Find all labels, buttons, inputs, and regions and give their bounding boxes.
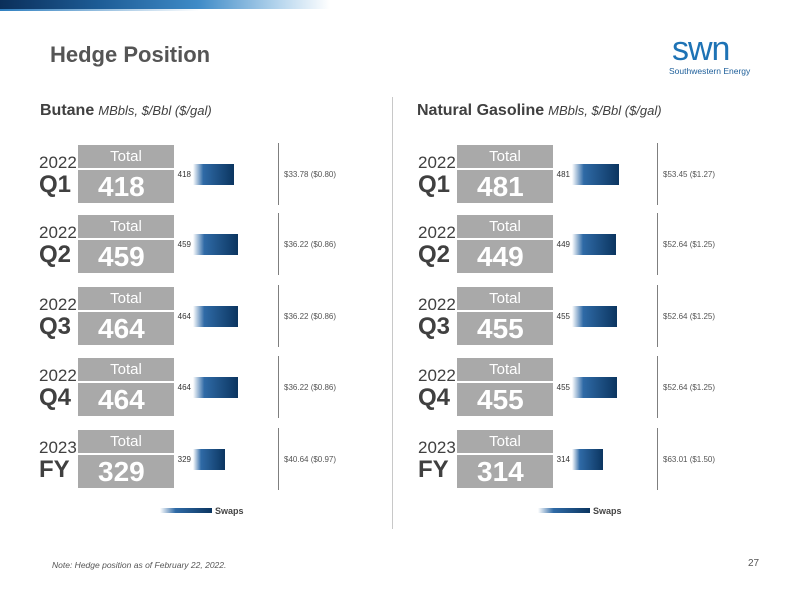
natgas-total-value: 455: [457, 383, 553, 416]
company-logo: swn Southwestern Energy: [668, 30, 768, 80]
butane-swap-value: 329: [177, 455, 191, 464]
butane-swap-value: 459: [177, 240, 191, 249]
natgas-total-label: Total: [457, 358, 553, 381]
butane-swap-bar: [193, 306, 238, 327]
butane-row-period: Q3: [39, 313, 72, 340]
natgas-price-divider: [657, 213, 658, 275]
natgas-swap-price: $52.64 ($1.25): [663, 383, 716, 392]
butane-total-value: 464: [78, 383, 174, 416]
natgas-total-value: 314: [457, 455, 553, 488]
natgas-row-period: Q4: [418, 384, 451, 411]
natgas-swap-value: 481: [556, 170, 570, 179]
butane-total-label: Total: [78, 215, 174, 238]
natgas-swap-price: $52.64 ($1.25): [663, 312, 716, 321]
natgas-swap-bar: [572, 306, 617, 327]
natgas-row-period: Q2: [418, 241, 451, 268]
natgas-row-year: 2022: [418, 223, 456, 242]
butane-swap-price: $33.78 ($0.80): [284, 170, 337, 179]
natgas-price-divider: [657, 143, 658, 205]
natgas-total-value: 481: [457, 170, 553, 203]
natgas-total-label: Total: [457, 287, 553, 310]
natgas-swap-price: $52.64 ($1.25): [663, 240, 716, 249]
page-number: 27: [748, 558, 760, 569]
natgas-swap-bar: [572, 449, 603, 470]
butane-total-label: Total: [78, 430, 174, 453]
natgas-swap-bar: [572, 164, 619, 185]
natgas-row-period: Q3: [418, 313, 451, 340]
butane-total-value: 464: [78, 312, 174, 345]
butane-swap-price: $36.22 ($0.86): [284, 312, 337, 321]
butane-swap-value: 464: [177, 312, 191, 321]
page-title: Hedge Position: [50, 42, 211, 67]
butane-total-value: 329: [78, 455, 174, 488]
natgas-section-title: Natural Gasoline MBbls, $/Bbl ($/gal): [417, 102, 662, 120]
natgas-row-year: 2023: [418, 438, 456, 457]
natgas-swap-value: 455: [556, 312, 570, 321]
butane-swap-price: $36.22 ($0.86): [284, 383, 337, 392]
butane-swap-value: 464: [177, 383, 191, 392]
butane-row-year: 2022: [39, 153, 77, 172]
butane-units: MBbls, $/Bbl ($/gal): [98, 103, 212, 118]
logo-wordmark: swn: [672, 30, 730, 68]
butane-swap-value: 418: [177, 170, 191, 179]
natgas-row-year: 2022: [418, 295, 456, 314]
footnote: Note: Hedge position as of February 22, …: [52, 560, 227, 570]
natgas-row-year: 2022: [418, 153, 456, 172]
butane-title: Butane: [40, 102, 95, 119]
natgas-swap-price: $53.45 ($1.27): [663, 170, 716, 179]
natgas-total-label: Total: [457, 215, 553, 238]
natgas-price-divider: [657, 356, 658, 418]
butane-row-period: FY: [39, 456, 70, 483]
butane-swap-price: $40.64 ($0.97): [284, 455, 337, 464]
natgas-row-period: FY: [418, 456, 449, 483]
butane-price-divider: [278, 356, 279, 418]
natgas-price-divider: [657, 285, 658, 347]
natgas-swap-value: 449: [556, 240, 570, 249]
natgas-total-value: 449: [457, 240, 553, 273]
panel-divider: [392, 97, 393, 529]
butane-total-label: Total: [78, 287, 174, 310]
natgas-price-divider: [657, 428, 658, 490]
butane-swap-bar: [193, 164, 234, 185]
natgas-swap-bar: [572, 234, 616, 255]
natgas-swap-price: $63.01 ($1.50): [663, 455, 716, 464]
natgas-swap-value: 314: [556, 455, 570, 464]
natgas-total-value: 455: [457, 312, 553, 345]
butane-row-year: 2022: [39, 295, 77, 314]
butane-price-divider: [278, 428, 279, 490]
butane-price-divider: [278, 143, 279, 205]
natgas-swap-value: 455: [556, 383, 570, 392]
natgas-total-label: Total: [457, 145, 553, 168]
butane-row-period: Q2: [39, 241, 72, 268]
natgas-legend-swatch: [538, 508, 590, 513]
butane-section-title: Butane MBbls, $/Bbl ($/gal): [40, 102, 212, 120]
butane-row-period: Q4: [39, 384, 72, 411]
natgas-row-year: 2022: [418, 366, 456, 385]
natgas-row-period: Q1: [418, 171, 451, 198]
natgas-units: MBbls, $/Bbl ($/gal): [548, 103, 662, 118]
butane-row-period: Q1: [39, 171, 72, 198]
natgas-total-label: Total: [457, 430, 553, 453]
butane-price-divider: [278, 213, 279, 275]
butane-swap-price: $36.22 ($0.86): [284, 240, 337, 249]
butane-swap-bar: [193, 377, 238, 398]
butane-legend-label: Swaps: [215, 506, 244, 516]
butane-swap-bar: [193, 449, 225, 470]
header-accent-band: [0, 0, 330, 9]
logo-tagline: Southwestern Energy: [669, 66, 751, 76]
natgas-swap-bar: [572, 377, 617, 398]
butane-legend-swatch: [160, 508, 212, 513]
butane-total-label: Total: [78, 358, 174, 381]
header-accent-line: [0, 9, 200, 11]
butane-swap-bar: [193, 234, 238, 255]
butane-row-year: 2022: [39, 366, 77, 385]
butane-price-divider: [278, 285, 279, 347]
butane-total-label: Total: [78, 145, 174, 168]
butane-row-year: 2023: [39, 438, 77, 457]
natgas-legend-label: Swaps: [593, 506, 622, 516]
butane-total-value: 418: [78, 170, 174, 203]
butane-row-year: 2022: [39, 223, 77, 242]
butane-total-value: 459: [78, 240, 174, 273]
natgas-title: Natural Gasoline: [417, 102, 545, 119]
